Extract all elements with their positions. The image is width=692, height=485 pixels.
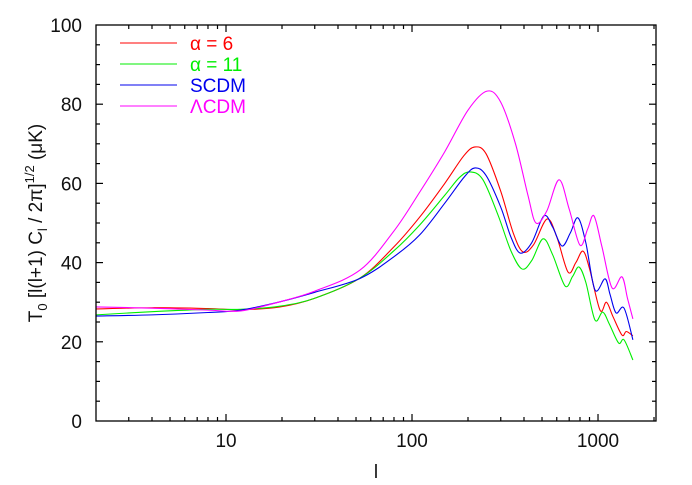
y-tick-label: 100 bbox=[50, 16, 82, 37]
legend-label: α = 6 bbox=[190, 34, 233, 55]
y-tick-label: 20 bbox=[61, 333, 82, 354]
plot-frame bbox=[95, 24, 657, 422]
y-axis-label: T0 [l(l+1) Cl / 2π]1/2 (μK) bbox=[22, 124, 50, 323]
y-tick-label: 40 bbox=[61, 254, 82, 275]
y-tick-label: 0 bbox=[71, 412, 82, 433]
y-tick-label: 60 bbox=[61, 174, 82, 195]
x-tick-labels: 10 100 1000 bbox=[215, 431, 619, 452]
series-line-1 bbox=[95, 171, 634, 361]
x-tick-label: 100 bbox=[396, 431, 428, 452]
x-tick-label: 10 bbox=[215, 431, 236, 452]
legend-label: α = 11 bbox=[190, 55, 242, 76]
series-line-3 bbox=[95, 90, 634, 319]
axis-ticks bbox=[96, 25, 656, 421]
legend-label: SCDM bbox=[190, 76, 246, 97]
legend-label: ΛCDM bbox=[190, 97, 246, 118]
y-tick-label: 80 bbox=[61, 95, 82, 116]
plot-series bbox=[95, 90, 634, 361]
x-tick-label: 1000 bbox=[577, 431, 619, 452]
y-tick-labels: 0 20 40 60 80 100 bbox=[50, 16, 82, 433]
x-axis-label: l bbox=[374, 462, 378, 483]
series-line-0 bbox=[95, 146, 634, 337]
